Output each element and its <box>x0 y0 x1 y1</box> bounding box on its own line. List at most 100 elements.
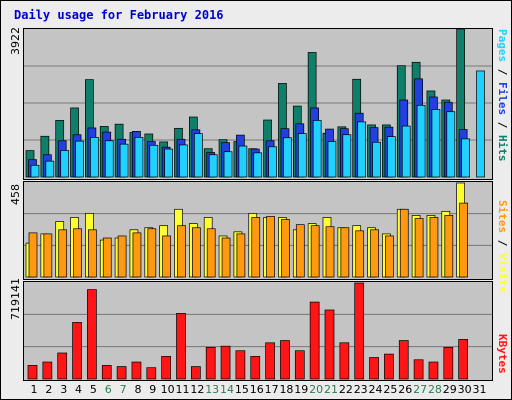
pages-bar <box>446 111 456 178</box>
sites-bar <box>399 208 409 278</box>
kbytes-bar <box>384 353 394 380</box>
kbytes-bar <box>250 356 261 380</box>
pages-bar <box>164 148 173 178</box>
day-label: 3 <box>60 383 68 396</box>
sites-bar <box>117 235 127 278</box>
pages-bar <box>90 137 99 178</box>
day-label: 8 <box>134 383 142 396</box>
day-label: 28 <box>427 383 442 396</box>
sites-bar <box>251 217 261 278</box>
sites-bar <box>310 225 320 278</box>
kbytes-bar <box>354 282 365 380</box>
pages-bar <box>30 164 40 178</box>
pages-bar <box>45 160 55 178</box>
day-label: 2 <box>45 383 53 396</box>
sites-bar <box>221 237 231 278</box>
x-axis-day-labels: 1 2 3 4 5 6 7 8 9 10 11 12 13 14 15 16 17 18 19 20 21 22 23 24 2… <box>1 383 512 397</box>
kbytes-bar <box>131 361 142 380</box>
sites-bar <box>58 229 68 278</box>
sites-bar <box>102 237 112 278</box>
pages-bar <box>372 141 381 178</box>
pages-bar <box>416 104 426 178</box>
kbytes-bar <box>191 366 201 380</box>
day-label: 1 <box>30 383 38 396</box>
day-label: 29 <box>442 383 457 396</box>
day-label: 4 <box>75 383 83 396</box>
day-label: 15 <box>234 383 249 396</box>
pages-bar <box>297 133 307 178</box>
kbytes-bar <box>413 359 424 380</box>
day-label: 24 <box>368 383 383 396</box>
day-label: 5 <box>89 383 97 396</box>
pages-bar <box>268 146 277 178</box>
pages-bar <box>253 152 263 178</box>
day-label: 25 <box>383 383 398 396</box>
kbytes-bar <box>42 361 53 380</box>
kbytes-bar <box>72 322 82 380</box>
day-label: 9 <box>149 383 157 396</box>
pages-bar <box>104 140 114 178</box>
sites-bar <box>206 228 216 278</box>
pages-bar <box>208 154 218 178</box>
pages-bar <box>312 120 322 178</box>
pages-bar <box>327 141 337 178</box>
sites-bar <box>177 225 186 278</box>
day-label: 7 <box>119 383 127 396</box>
pages-bar <box>134 137 144 178</box>
sites-bar <box>414 218 424 278</box>
day-label: 6 <box>104 383 112 396</box>
kbytes-bar <box>280 340 290 380</box>
kbytes-bar <box>309 301 320 380</box>
day-label: 12 <box>190 383 205 396</box>
sites-bar <box>281 219 290 278</box>
kbytes-bar <box>443 346 454 380</box>
day-label: 26 <box>398 383 413 396</box>
kbytes-bar <box>294 350 305 380</box>
kbytes-bar <box>87 289 97 380</box>
day-label: 11 <box>175 383 190 396</box>
kbytes-bar <box>398 340 409 380</box>
sites-bar <box>73 228 82 278</box>
pages-bar <box>387 136 396 178</box>
kbytes-bar <box>146 367 157 380</box>
kbytes-bar <box>369 357 379 380</box>
sites-bar <box>132 232 142 278</box>
day-label: 23 <box>353 383 368 396</box>
sites-bar <box>88 229 97 278</box>
day-label: 27 <box>413 383 428 396</box>
sites-bar <box>147 228 157 278</box>
day-label: 14 <box>220 383 235 396</box>
pages-bar <box>342 134 352 178</box>
pages-bar <box>238 145 248 178</box>
day-label: 20 <box>309 383 324 396</box>
kbytes-bar <box>176 313 186 380</box>
sites-bar <box>325 226 335 278</box>
sites-bar <box>266 216 275 278</box>
kbytes-bar <box>428 361 439 380</box>
pages-bar <box>461 138 470 178</box>
kbytes-bar <box>205 346 216 380</box>
kbytes-bar <box>220 345 231 380</box>
day-label: 30 <box>457 383 472 396</box>
day-label: 13 <box>205 383 220 396</box>
kbytes-bar <box>27 365 38 380</box>
day-label: 16 <box>249 383 264 396</box>
pages-bar <box>119 143 129 178</box>
chart-title: Daily usage for February 2016 <box>14 8 224 22</box>
day-label: 19 <box>294 383 309 396</box>
sites-bar <box>459 202 468 278</box>
sites-bar <box>340 227 350 278</box>
day-label: 31 <box>472 383 487 396</box>
sites-bar <box>385 235 394 278</box>
pages-bar <box>179 144 188 178</box>
day-label: 17 <box>264 383 279 396</box>
pages-bar <box>431 109 441 178</box>
kbytes-bar <box>161 356 171 380</box>
sites-bar <box>429 217 439 278</box>
sites-bar <box>192 227 201 278</box>
sites-bar <box>43 233 53 278</box>
day-label: 10 <box>160 383 175 396</box>
pages-bar <box>283 137 292 178</box>
kbytes-bar <box>116 366 127 380</box>
